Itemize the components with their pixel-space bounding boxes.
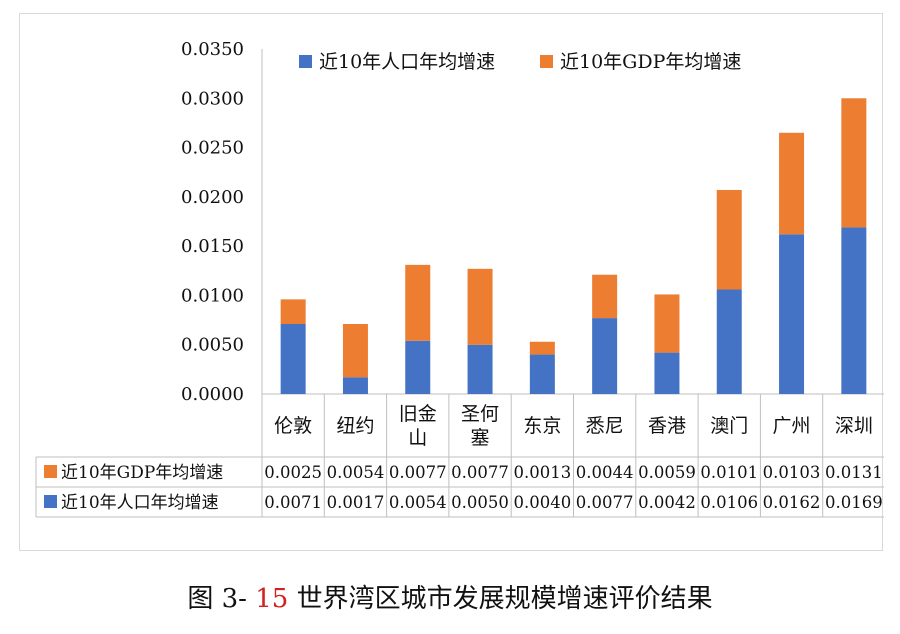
bar-gdp (529, 341, 555, 355)
table-value: 0.0025 (264, 463, 322, 482)
y-tick-label: 0.0100 (181, 285, 244, 306)
y-tick-label: 0.0300 (181, 88, 244, 109)
table-legend-swatch (44, 495, 57, 508)
bar-gdp (467, 268, 493, 345)
category-label: 塞 (471, 427, 490, 449)
category-label: 旧金 (399, 403, 437, 425)
bar-gdp (342, 324, 368, 378)
caption-prefix: 图 3- (187, 584, 247, 614)
caption-number: 15 (255, 584, 289, 614)
bar-population (405, 340, 431, 394)
table-value: 0.0040 (513, 493, 571, 512)
table-value: 0.0013 (513, 463, 571, 482)
bar-population (654, 352, 680, 394)
bar-population (841, 227, 867, 394)
category-label: 纽约 (336, 415, 374, 437)
y-tick-label: 0.0050 (181, 335, 244, 356)
table-legend-swatch (44, 465, 57, 478)
table-value: 0.0162 (763, 493, 821, 512)
y-tick-label: 0.0150 (181, 236, 244, 257)
bar-gdp (779, 132, 805, 235)
y-tick-label: 0.0350 (181, 39, 244, 60)
category-label: 广州 (773, 415, 811, 437)
table-row-label: 近10年GDP年均增速 (61, 463, 223, 483)
caption-text: 世界湾区城市发展规模增速评价结果 (296, 584, 713, 614)
figure-caption: 图 3- 15 世界湾区城市发展规模增速评价结果 (0, 578, 900, 615)
table-value: 0.0131 (825, 463, 883, 482)
table-value: 0.0054 (327, 463, 385, 482)
y-tick-label: 0.0200 (181, 187, 244, 208)
legend-swatch-population (299, 55, 312, 68)
table-value: 0.0077 (576, 493, 634, 512)
table-value: 0.0017 (327, 493, 385, 512)
table-value: 0.0042 (638, 493, 696, 512)
category-label: 东京 (523, 415, 561, 437)
bar-gdp (654, 294, 680, 353)
bar-gdp (280, 299, 306, 325)
bar-population (716, 289, 742, 394)
table-row-label: 近10年人口年均增速 (61, 493, 219, 513)
table-value: 0.0044 (576, 463, 634, 482)
figure-frame: 0.0000 0.0050 0.0100 0.0150 0.0200 0.0250 0.03… (19, 13, 884, 551)
category-label: 深圳 (835, 415, 873, 437)
table-value: 0.0054 (389, 493, 447, 512)
bar-gdp (841, 98, 867, 228)
table-value: 0.0077 (451, 463, 509, 482)
table-value: 0.0050 (451, 493, 509, 512)
bar-population (779, 234, 805, 394)
bar-gdp (716, 189, 742, 290)
bar-gdp (405, 264, 431, 341)
bar-population (342, 377, 368, 394)
bar-population (592, 318, 618, 394)
y-tick-label: 0.0250 (181, 138, 244, 159)
table-value: 0.0101 (700, 463, 758, 482)
table-value: 0.0077 (389, 463, 447, 482)
category-label: 伦敦 (274, 415, 312, 437)
bar-population (280, 324, 306, 394)
table-value: 0.0106 (700, 493, 758, 512)
category-label: 山 (408, 427, 427, 449)
legend-swatch-gdp (540, 55, 553, 68)
table-value: 0.0169 (825, 493, 883, 512)
bar-gdp (592, 274, 618, 319)
legend-label-gdp: 近10年GDP年均增速 (560, 51, 741, 73)
legend-label-population: 近10年人口年均增速 (319, 51, 495, 73)
stacked-bar-chart: 0.0000 0.0050 0.0100 0.0150 0.0200 0.0250 0.03… (35, 39, 884, 518)
bar-population (529, 354, 555, 394)
category-label: 悉尼 (586, 415, 624, 437)
bar-population (467, 344, 493, 394)
category-label: 香港 (648, 415, 686, 437)
y-tick-label: 0.0000 (181, 384, 244, 405)
category-label: 圣何 (461, 403, 499, 425)
table-value: 0.0103 (763, 463, 821, 482)
table-value: 0.0071 (264, 493, 322, 512)
category-label: 澳门 (710, 415, 748, 437)
table-value: 0.0059 (638, 463, 696, 482)
